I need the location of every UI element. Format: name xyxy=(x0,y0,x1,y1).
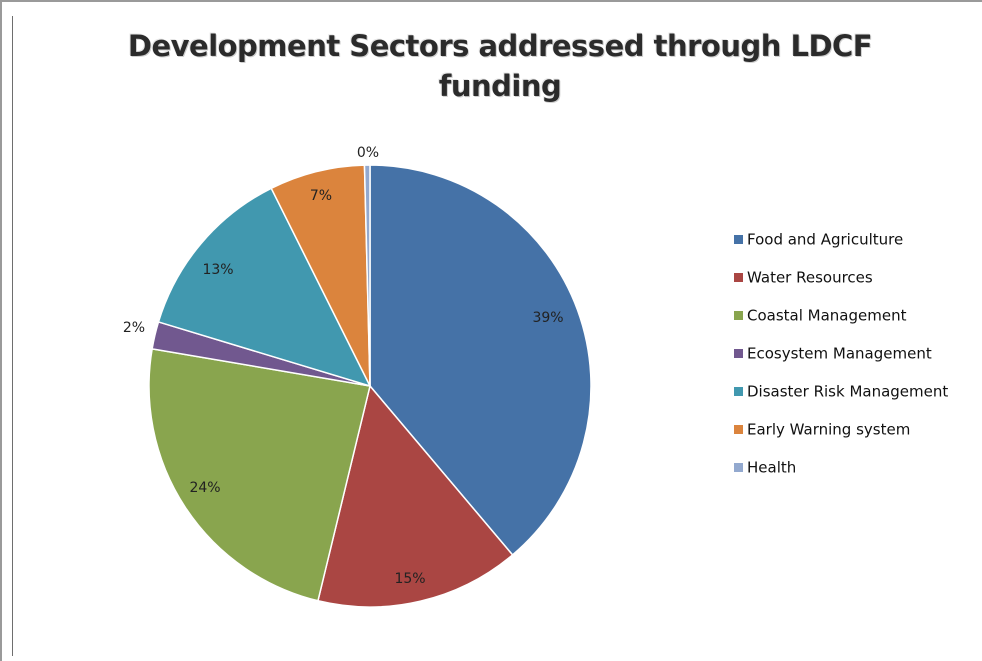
slice-label-early-warning-system: 7% xyxy=(310,188,332,204)
legend-label: Health xyxy=(747,458,797,477)
legend-label: Ecosystem Management xyxy=(747,344,932,363)
slice-label-food-and-agriculture: 39% xyxy=(532,310,563,326)
pie-slice-water-resources xyxy=(317,384,514,608)
slice-label-health: 0% xyxy=(357,145,379,161)
legend-item: Coastal Management xyxy=(734,306,979,325)
pie-slice-disaster-risk-management xyxy=(157,187,372,388)
legend-swatch xyxy=(734,273,743,282)
frame-divider xyxy=(12,16,13,656)
legend-swatch xyxy=(734,235,743,244)
legend-label: Coastal Management xyxy=(747,306,907,325)
pie-slice-health xyxy=(363,164,371,387)
chart-title-line-1: Development Sectors addressed through LD… xyxy=(127,29,873,63)
legend-swatch xyxy=(734,425,743,434)
legend-swatch xyxy=(734,463,743,472)
legend-item: Disaster Risk Management xyxy=(734,382,979,401)
legend-swatch xyxy=(734,387,743,396)
legend-swatch xyxy=(734,311,743,320)
slice-label-disaster-risk-management: 13% xyxy=(202,262,233,278)
slice-label-water-resources: 15% xyxy=(394,571,425,587)
legend-item: Health xyxy=(734,458,979,477)
pie-slice-coastal-management xyxy=(148,347,371,602)
legend-item: Food and Agriculture xyxy=(734,230,979,249)
chart-title-line-2: funding xyxy=(438,69,562,103)
slice-label-coastal-management: 24% xyxy=(189,480,220,496)
legend-item: Early Warning system xyxy=(734,420,979,439)
chart-title: Development Sectors addressed through LD… xyxy=(0,26,982,106)
legend-label: Early Warning system xyxy=(747,420,911,439)
pie-slice-food-and-agriculture xyxy=(369,164,592,556)
legend-label: Disaster Risk Management xyxy=(747,382,949,401)
slice-label-ecosystem-management: 2% xyxy=(123,320,145,336)
chart-legend: Food and Agriculture Water Resources Coast… xyxy=(734,230,979,496)
legend-item: Water Resources xyxy=(734,268,979,287)
legend-item: Ecosystem Management xyxy=(734,344,979,363)
legend-swatch xyxy=(734,349,743,358)
legend-label: Food and Agriculture xyxy=(747,230,904,249)
legend-label: Water Resources xyxy=(747,268,873,287)
